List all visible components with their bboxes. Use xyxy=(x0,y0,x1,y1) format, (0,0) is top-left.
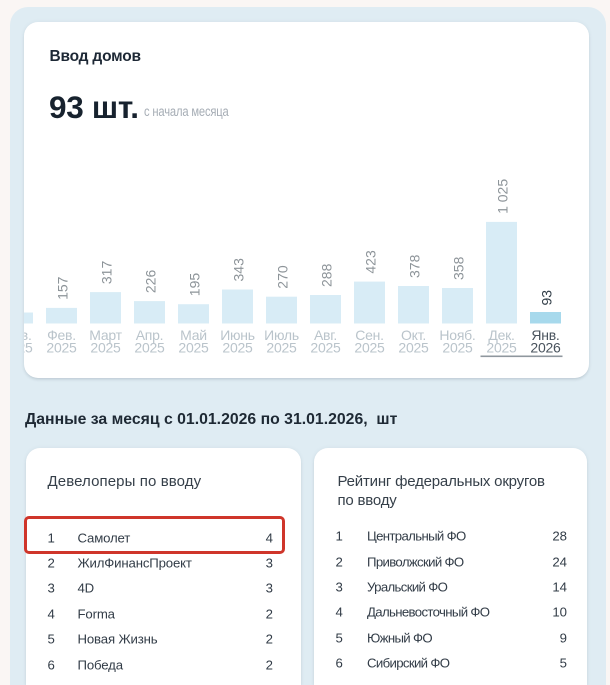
svg-text:195: 195 xyxy=(186,273,202,297)
svg-text:2025: 2025 xyxy=(354,339,385,355)
svg-text:Дек.: Дек. xyxy=(488,327,514,343)
svg-text:2025: 2025 xyxy=(24,339,33,355)
svg-text:Сен.: Сен. xyxy=(355,327,384,343)
svg-text:2025: 2025 xyxy=(398,339,429,355)
svg-text:270: 270 xyxy=(274,265,290,289)
svg-text:2025: 2025 xyxy=(178,339,209,355)
svg-text:Апр.: Апр. xyxy=(135,327,163,343)
svg-text:288: 288 xyxy=(318,263,334,287)
svg-text:2025: 2025 xyxy=(90,339,121,355)
svg-text:Июль: Июль xyxy=(264,327,299,343)
svg-text:343: 343 xyxy=(230,258,246,282)
svg-text:Март: Март xyxy=(89,327,122,343)
svg-text:2026: 2026 xyxy=(530,339,561,355)
svg-text:93: 93 xyxy=(538,290,554,306)
svg-text:2025: 2025 xyxy=(222,339,253,355)
svg-text:2025: 2025 xyxy=(266,339,297,355)
svg-text:2025: 2025 xyxy=(46,339,77,355)
svg-text:Нояб.: Нояб. xyxy=(439,327,475,343)
svg-text:1 025: 1 025 xyxy=(494,179,510,214)
svg-text:Окт.: Окт. xyxy=(401,327,426,343)
svg-text:Май: Май xyxy=(180,327,207,343)
svg-text:Фев.: Фев. xyxy=(47,327,76,343)
svg-text:2025: 2025 xyxy=(486,339,517,355)
svg-text:Янв.: Янв. xyxy=(24,327,32,343)
svg-text:2025: 2025 xyxy=(442,339,473,355)
svg-text:378: 378 xyxy=(406,254,422,278)
svg-text:111: 111 xyxy=(24,283,27,304)
svg-text:157: 157 xyxy=(54,276,70,300)
svg-text:358: 358 xyxy=(450,256,466,280)
svg-text:2025: 2025 xyxy=(134,339,165,355)
svg-text:Июнь: Июнь xyxy=(220,327,255,343)
svg-text:317: 317 xyxy=(98,261,114,285)
svg-text:226: 226 xyxy=(142,270,158,294)
svg-text:423: 423 xyxy=(362,250,378,274)
svg-text:2025: 2025 xyxy=(310,339,341,355)
svg-text:Авг.: Авг. xyxy=(313,327,336,343)
svg-text:Янв.: Янв. xyxy=(531,327,559,343)
